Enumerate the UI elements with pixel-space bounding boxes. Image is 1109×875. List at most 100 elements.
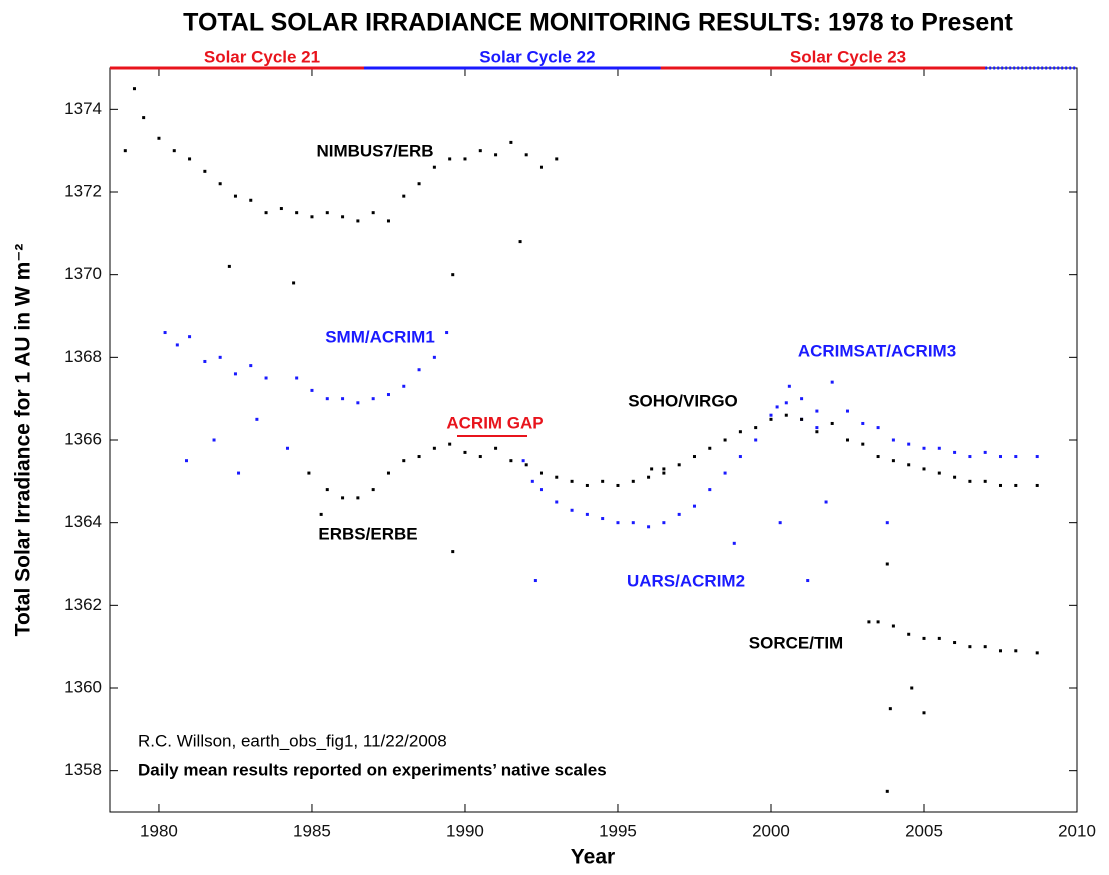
data-point [325,211,329,215]
data-point [432,446,436,450]
data-point [463,157,467,161]
x-tick-label: 2010 [1058,821,1096,840]
data-point [738,455,742,459]
data-point [402,194,406,198]
data-point [787,384,791,388]
data-point [861,442,865,446]
data-point [494,446,498,450]
data-point [530,479,534,483]
data-point [885,789,889,793]
data-point [876,426,880,430]
data-point [815,409,819,413]
data-point [341,215,345,219]
data-point [123,149,127,153]
data-point [769,413,773,417]
data-point [910,686,914,690]
data-point [998,483,1002,487]
data-point [738,430,742,434]
data-point [203,359,207,363]
data-point [662,471,666,475]
data-point [891,438,895,442]
data-point [233,194,237,198]
chart-title: TOTAL SOLAR IRRADIANCE MONITORING RESULT… [183,9,1013,37]
data-point [983,645,987,649]
data-point [662,521,666,525]
data-point [325,397,329,401]
series-label: SORCE/TIM [749,633,843,652]
data-point [806,579,810,583]
data-point [845,438,849,442]
data-point [402,459,406,463]
data-point [723,438,727,442]
series-label: UARS/ACRIM2 [627,571,745,590]
data-point [448,157,452,161]
data-point [386,219,390,223]
data-point [953,475,957,479]
data-point [356,496,360,500]
data-point [341,496,345,500]
data-point [319,512,323,516]
data-point [784,401,788,405]
data-point [451,550,455,554]
data-point [521,459,525,463]
series-label: SMM/ACRIM1 [325,327,435,346]
data-point [371,397,375,401]
data-point [1014,483,1018,487]
series-label: SOHO/VIRGO [628,391,738,410]
data-point [692,455,696,459]
data-point [402,384,406,388]
data-point [524,153,528,157]
data-point [845,409,849,413]
data-point [1035,455,1039,459]
data-point [968,455,972,459]
data-point [907,442,911,446]
y-tick-label: 1370 [64,264,102,283]
data-point [539,488,543,492]
annotation: ACRIM GAP [446,413,543,432]
data-point [555,475,559,479]
data-point [677,463,681,467]
data-point [494,153,498,157]
data-point [585,483,589,487]
data-point [647,475,651,479]
data-point [998,455,1002,459]
data-point [983,450,987,454]
x-tick-label: 2000 [752,821,790,840]
data-point [922,467,926,471]
data-point [570,508,574,512]
data-point [754,438,758,442]
data-point [249,364,253,368]
data-point [824,500,828,504]
data-point [876,455,880,459]
data-point [907,463,911,467]
series-label: ERBS/ERBE [318,524,417,543]
data-point [861,421,865,425]
data-point [212,438,216,442]
data-point [432,165,436,169]
data-point [356,401,360,405]
data-point [451,273,455,277]
data-point [800,417,804,421]
data-point [867,620,871,624]
data-point [585,512,589,516]
data-point [417,368,421,372]
data-point [264,211,268,215]
data-point [998,649,1002,653]
data-point [937,446,941,450]
data-point [185,459,189,463]
data-point [953,450,957,454]
series-label: NIMBUS7/ERB [316,141,433,160]
data-point [968,479,972,483]
data-point [175,343,179,347]
data-point [218,182,222,186]
data-point [539,165,543,169]
data-point [356,219,360,223]
data-point [784,413,788,417]
data-point [922,636,926,640]
data-point [891,459,895,463]
data-point [463,450,467,454]
note: Daily mean results reported on experimen… [138,760,607,779]
data-point [163,331,167,335]
data-point [341,397,345,401]
data-point [417,455,421,459]
